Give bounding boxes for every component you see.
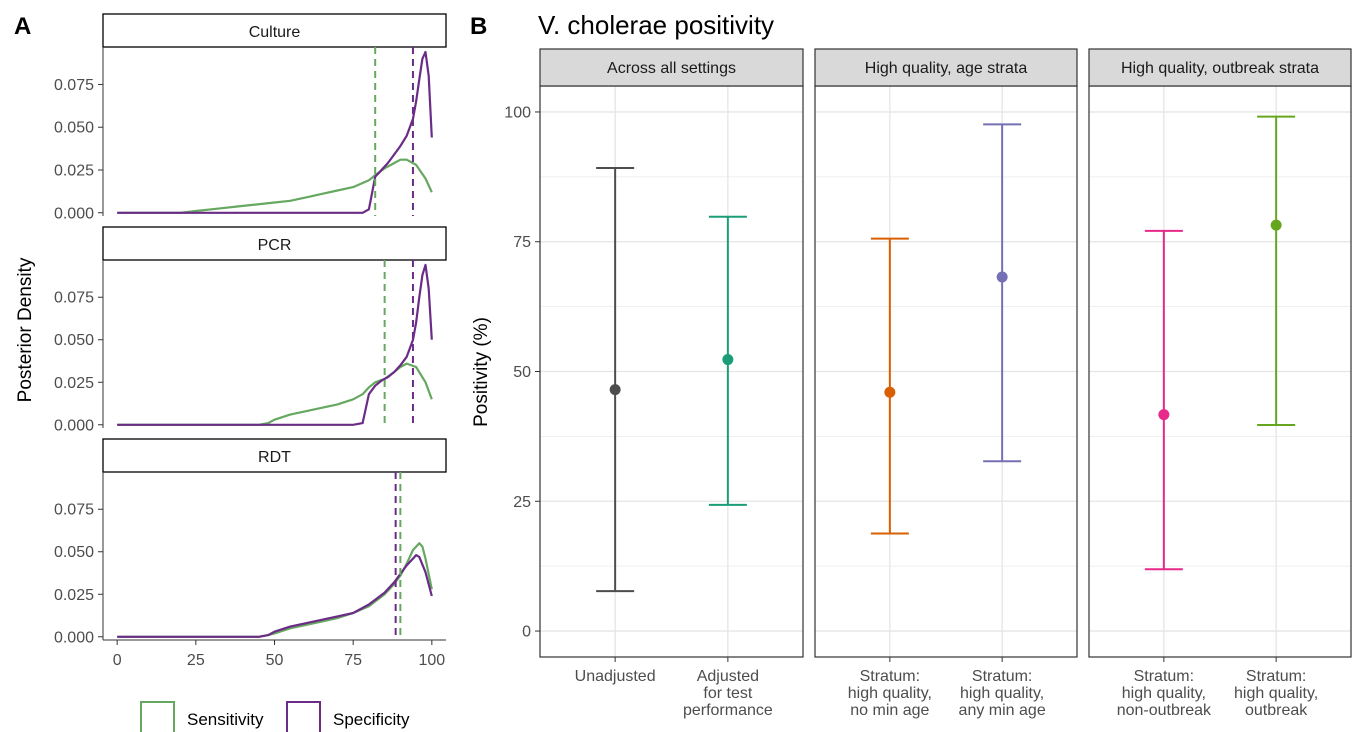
y-tick-label: 50 xyxy=(513,364,531,381)
facet-strip xyxy=(539,48,804,87)
point-estimate xyxy=(609,384,621,396)
estimate-2-1: Stratum: high quality, no min age xyxy=(848,237,932,719)
y-tick-label: 0.050 xyxy=(54,544,94,561)
y-tick-label: 0.075 xyxy=(54,77,94,94)
x-tick-label: Unadjusted xyxy=(575,668,656,685)
facet-strip-label: PCR xyxy=(258,237,292,254)
positivity-facet-1: Unadjusted Adjusted for test performance Acr… xyxy=(504,48,804,719)
density-curve-sensitivity xyxy=(117,362,433,426)
facet-strip-label: Culture xyxy=(249,24,301,41)
point-estimate xyxy=(1158,409,1170,421)
density-curve-sensitivity xyxy=(117,542,433,638)
y-tick-label: 0.075 xyxy=(54,502,94,519)
legend-item-sensitivity: Sensitivity xyxy=(140,701,264,732)
legend: Sensitivity Specificity xyxy=(140,701,410,732)
panel-b-title: V. cholerae positivity xyxy=(538,10,774,40)
facet-strip xyxy=(102,438,447,473)
legend-item-specificity: Specificity xyxy=(286,701,410,732)
panel-b-letter: B xyxy=(470,13,487,40)
panel-b-positivity-plot: Unadjusted Adjusted for test performance Acr… xyxy=(471,48,1352,719)
legend-key xyxy=(140,701,175,732)
facet-strip-label: High quality, age strata xyxy=(865,60,1028,77)
density-facet-culture: Culture 0.000 0.025 0.050 0.075 xyxy=(54,13,447,222)
panel-a-density-plots: Culture 0.000 0.025 0.050 0.075 PCR 0.000 0.025… xyxy=(15,13,447,669)
x-tick-label: Stratum: high quality, outbreak xyxy=(1234,668,1318,719)
x-tick-label: 25 xyxy=(187,652,205,669)
positivity-facet-2: Stratum: high quality, no min age Stratum: h… xyxy=(814,48,1078,719)
point-estimate xyxy=(722,354,734,366)
density-curve-sensitivity xyxy=(117,158,433,214)
facet-strip-label: RDT xyxy=(258,449,291,466)
point-estimate xyxy=(1270,219,1282,231)
y-tick-label: 75 xyxy=(513,234,531,251)
y-axis-title: Posterior Density xyxy=(15,257,36,402)
y-tick-label: 0.000 xyxy=(54,205,94,222)
density-curve-specificity xyxy=(117,554,433,638)
x-tick-label: 0 xyxy=(113,652,122,669)
panel-a-letter: A xyxy=(14,13,31,40)
facet-strip xyxy=(1088,48,1352,87)
legend-label: Specificity xyxy=(333,710,410,729)
density-facet-pcr: PCR 0.000 0.025 0.050 0.075 xyxy=(54,226,447,434)
estimate-3-2: Stratum: high quality, outbreak xyxy=(1234,115,1318,719)
y-tick-label: 0.000 xyxy=(54,629,94,646)
x-tick-label: 100 xyxy=(418,652,445,669)
y-axis-title: Positivity (%) xyxy=(471,317,492,427)
estimate-3-1: Stratum: high quality, non-outbreak xyxy=(1117,229,1212,719)
y-tick-label: 25 xyxy=(513,494,531,511)
point-estimate xyxy=(996,271,1008,283)
y-tick-label: 0.025 xyxy=(54,587,94,604)
y-tick-label: 0 xyxy=(522,624,531,641)
facet-strip xyxy=(814,48,1078,87)
x-tick-label: Stratum: high quality, any min age xyxy=(959,668,1046,719)
y-tick-label: 0.050 xyxy=(54,120,94,137)
legend-label: Sensitivity xyxy=(187,710,264,729)
y-tick-label: 0.050 xyxy=(54,332,94,349)
x-tick-label: Stratum: high quality, non-outbreak xyxy=(1117,668,1212,719)
estimate-1-2: Adjusted for test performance xyxy=(683,215,773,719)
y-tick-label: 100 xyxy=(504,104,531,121)
positivity-facet-3: Stratum: high quality, non-outbreak Stratum… xyxy=(1088,48,1352,719)
density-curve-specificity xyxy=(117,263,433,426)
facet-strip xyxy=(102,13,447,48)
y-tick-label: 0.025 xyxy=(54,375,94,392)
estimate-1-1: Unadjusted xyxy=(575,167,656,685)
legend-key xyxy=(286,701,321,732)
x-tick-label: 50 xyxy=(266,652,284,669)
y-tick-label: 0.000 xyxy=(54,417,94,434)
density-facet-rdt: RDT 0.000 0.025 0.050 0.075 0 25 50 75 100 xyxy=(54,438,447,669)
estimate-2-2: Stratum: high quality, any min age xyxy=(959,123,1046,719)
y-tick-label: 0.025 xyxy=(54,162,94,179)
x-tick-label: 75 xyxy=(344,652,362,669)
point-estimate xyxy=(884,386,896,398)
x-tick-label: Stratum: high quality, no min age xyxy=(848,668,932,719)
y-tick-label: 0.075 xyxy=(54,290,94,307)
facet-strip-label: Across all settings xyxy=(607,60,736,77)
facet-strip-label: High quality, outbreak strata xyxy=(1121,60,1319,77)
x-tick-label: Adjusted for test performance xyxy=(683,668,773,719)
facet-strip xyxy=(102,226,447,261)
density-curve-specificity xyxy=(117,50,433,214)
